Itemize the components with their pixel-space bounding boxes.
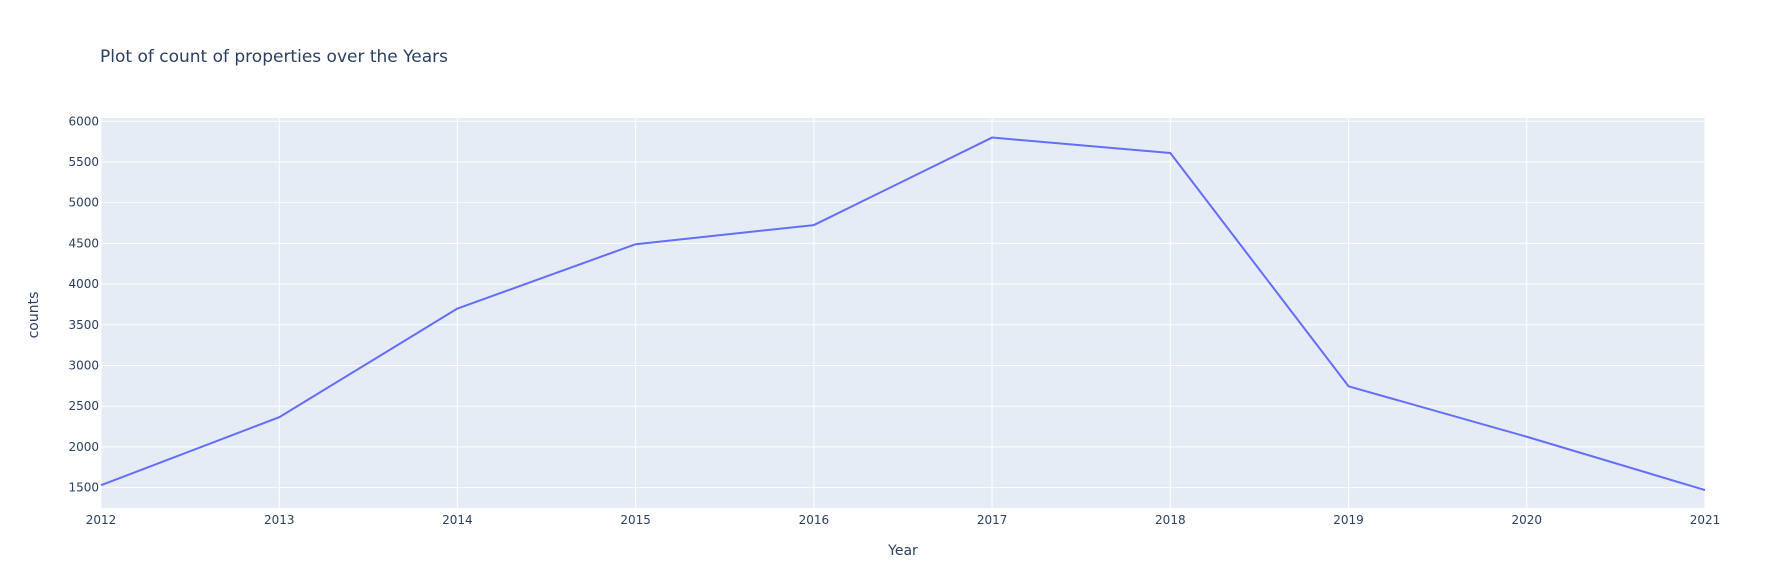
- x-tick-label: 2014: [442, 513, 473, 527]
- x-axis-title: Year: [887, 543, 918, 559]
- y-tick-label: 2500: [68, 399, 99, 413]
- y-axis-ticks: 1500 2000 2500 3000 3500 4000 4500 5000 5500 6000: [68, 114, 99, 494]
- y-tick-label: 5000: [68, 196, 99, 210]
- y-tick-label: 4000: [68, 277, 99, 291]
- x-tick-label: 2021: [1690, 513, 1721, 527]
- y-tick-label: 3500: [68, 318, 99, 332]
- y-tick-label: 1500: [68, 481, 99, 495]
- horizontal-gridlines: [101, 120, 1705, 489]
- chart-title: Plot of count of properties over the Yea…: [100, 47, 448, 67]
- x-tick-label: 2020: [1512, 513, 1543, 527]
- y-tick-label: 4500: [68, 236, 99, 250]
- vertical-gridlines: [100, 118, 1706, 508]
- series-line: [100, 136, 1706, 492]
- x-tick-label: 2012: [86, 513, 117, 527]
- series-layer: [100, 136, 1706, 492]
- x-tick-label: 2018: [1155, 513, 1186, 527]
- y-tick-label: 5500: [68, 155, 99, 169]
- x-tick-label: 2013: [264, 513, 295, 527]
- x-tick-label: 2017: [977, 513, 1008, 527]
- y-tick-label: 6000: [68, 114, 99, 128]
- y-tick-label: 3000: [68, 359, 99, 373]
- x-tick-label: 2016: [799, 513, 830, 527]
- x-tick-label: 2019: [1333, 513, 1364, 527]
- x-axis-ticks: 2012 2013 2014 2015 2016 2017 2018 2019 2020 2021: [86, 513, 1721, 527]
- x-tick-label: 2015: [620, 513, 651, 527]
- y-tick-label: 2000: [68, 440, 99, 454]
- plot-area-background: [101, 118, 1705, 508]
- y-axis-title: counts: [26, 292, 42, 339]
